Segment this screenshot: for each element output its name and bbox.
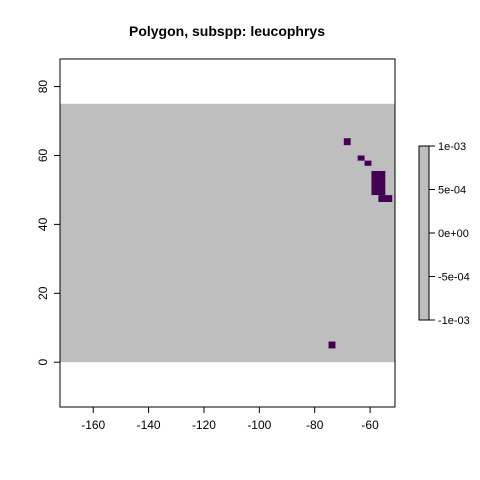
raster-cell: [328, 341, 336, 349]
legend-tick-label: -1e-03: [438, 315, 470, 327]
x-axis: -160 -140 -120 -100 -80 -60: [81, 407, 379, 432]
legend-tick-label: 1e-03: [438, 141, 466, 153]
chart-title: Polygon, subspp: leucophrys: [129, 23, 325, 39]
legend-tick-label: -5e-04: [438, 272, 470, 284]
plot-area: [59, 58, 396, 408]
legend-tick-label: 5e-04: [438, 185, 466, 197]
y-tick-label: 0: [36, 359, 50, 366]
legend: 1e-03 5e-04 0e+00 -5e-04 -1e-03: [418, 141, 470, 327]
plot-frame: [59, 58, 396, 408]
y-tick-label: 40: [36, 217, 50, 231]
raster-cell: [378, 195, 393, 202]
y-tick-label: 80: [36, 80, 50, 94]
x-tick-label: -120: [192, 418, 216, 432]
raster-cell: [371, 170, 386, 196]
raster-cell: [343, 138, 351, 146]
y-tick-label: 20: [36, 286, 50, 300]
legend-tick-label: 0e+00: [438, 228, 469, 240]
x-tick-label: -140: [137, 418, 161, 432]
raster-cell: [357, 155, 365, 161]
x-tick-label: -100: [247, 418, 271, 432]
y-tick-label: 60: [36, 148, 50, 162]
raster-background: [60, 103, 395, 363]
x-tick-label: -160: [81, 418, 105, 432]
legend-colorbar: [418, 145, 430, 321]
y-axis: 0 20 40 60 80: [36, 80, 60, 366]
raster-cell: [364, 160, 372, 166]
x-tick-label: -60: [361, 418, 379, 432]
x-tick-label: -80: [306, 418, 324, 432]
